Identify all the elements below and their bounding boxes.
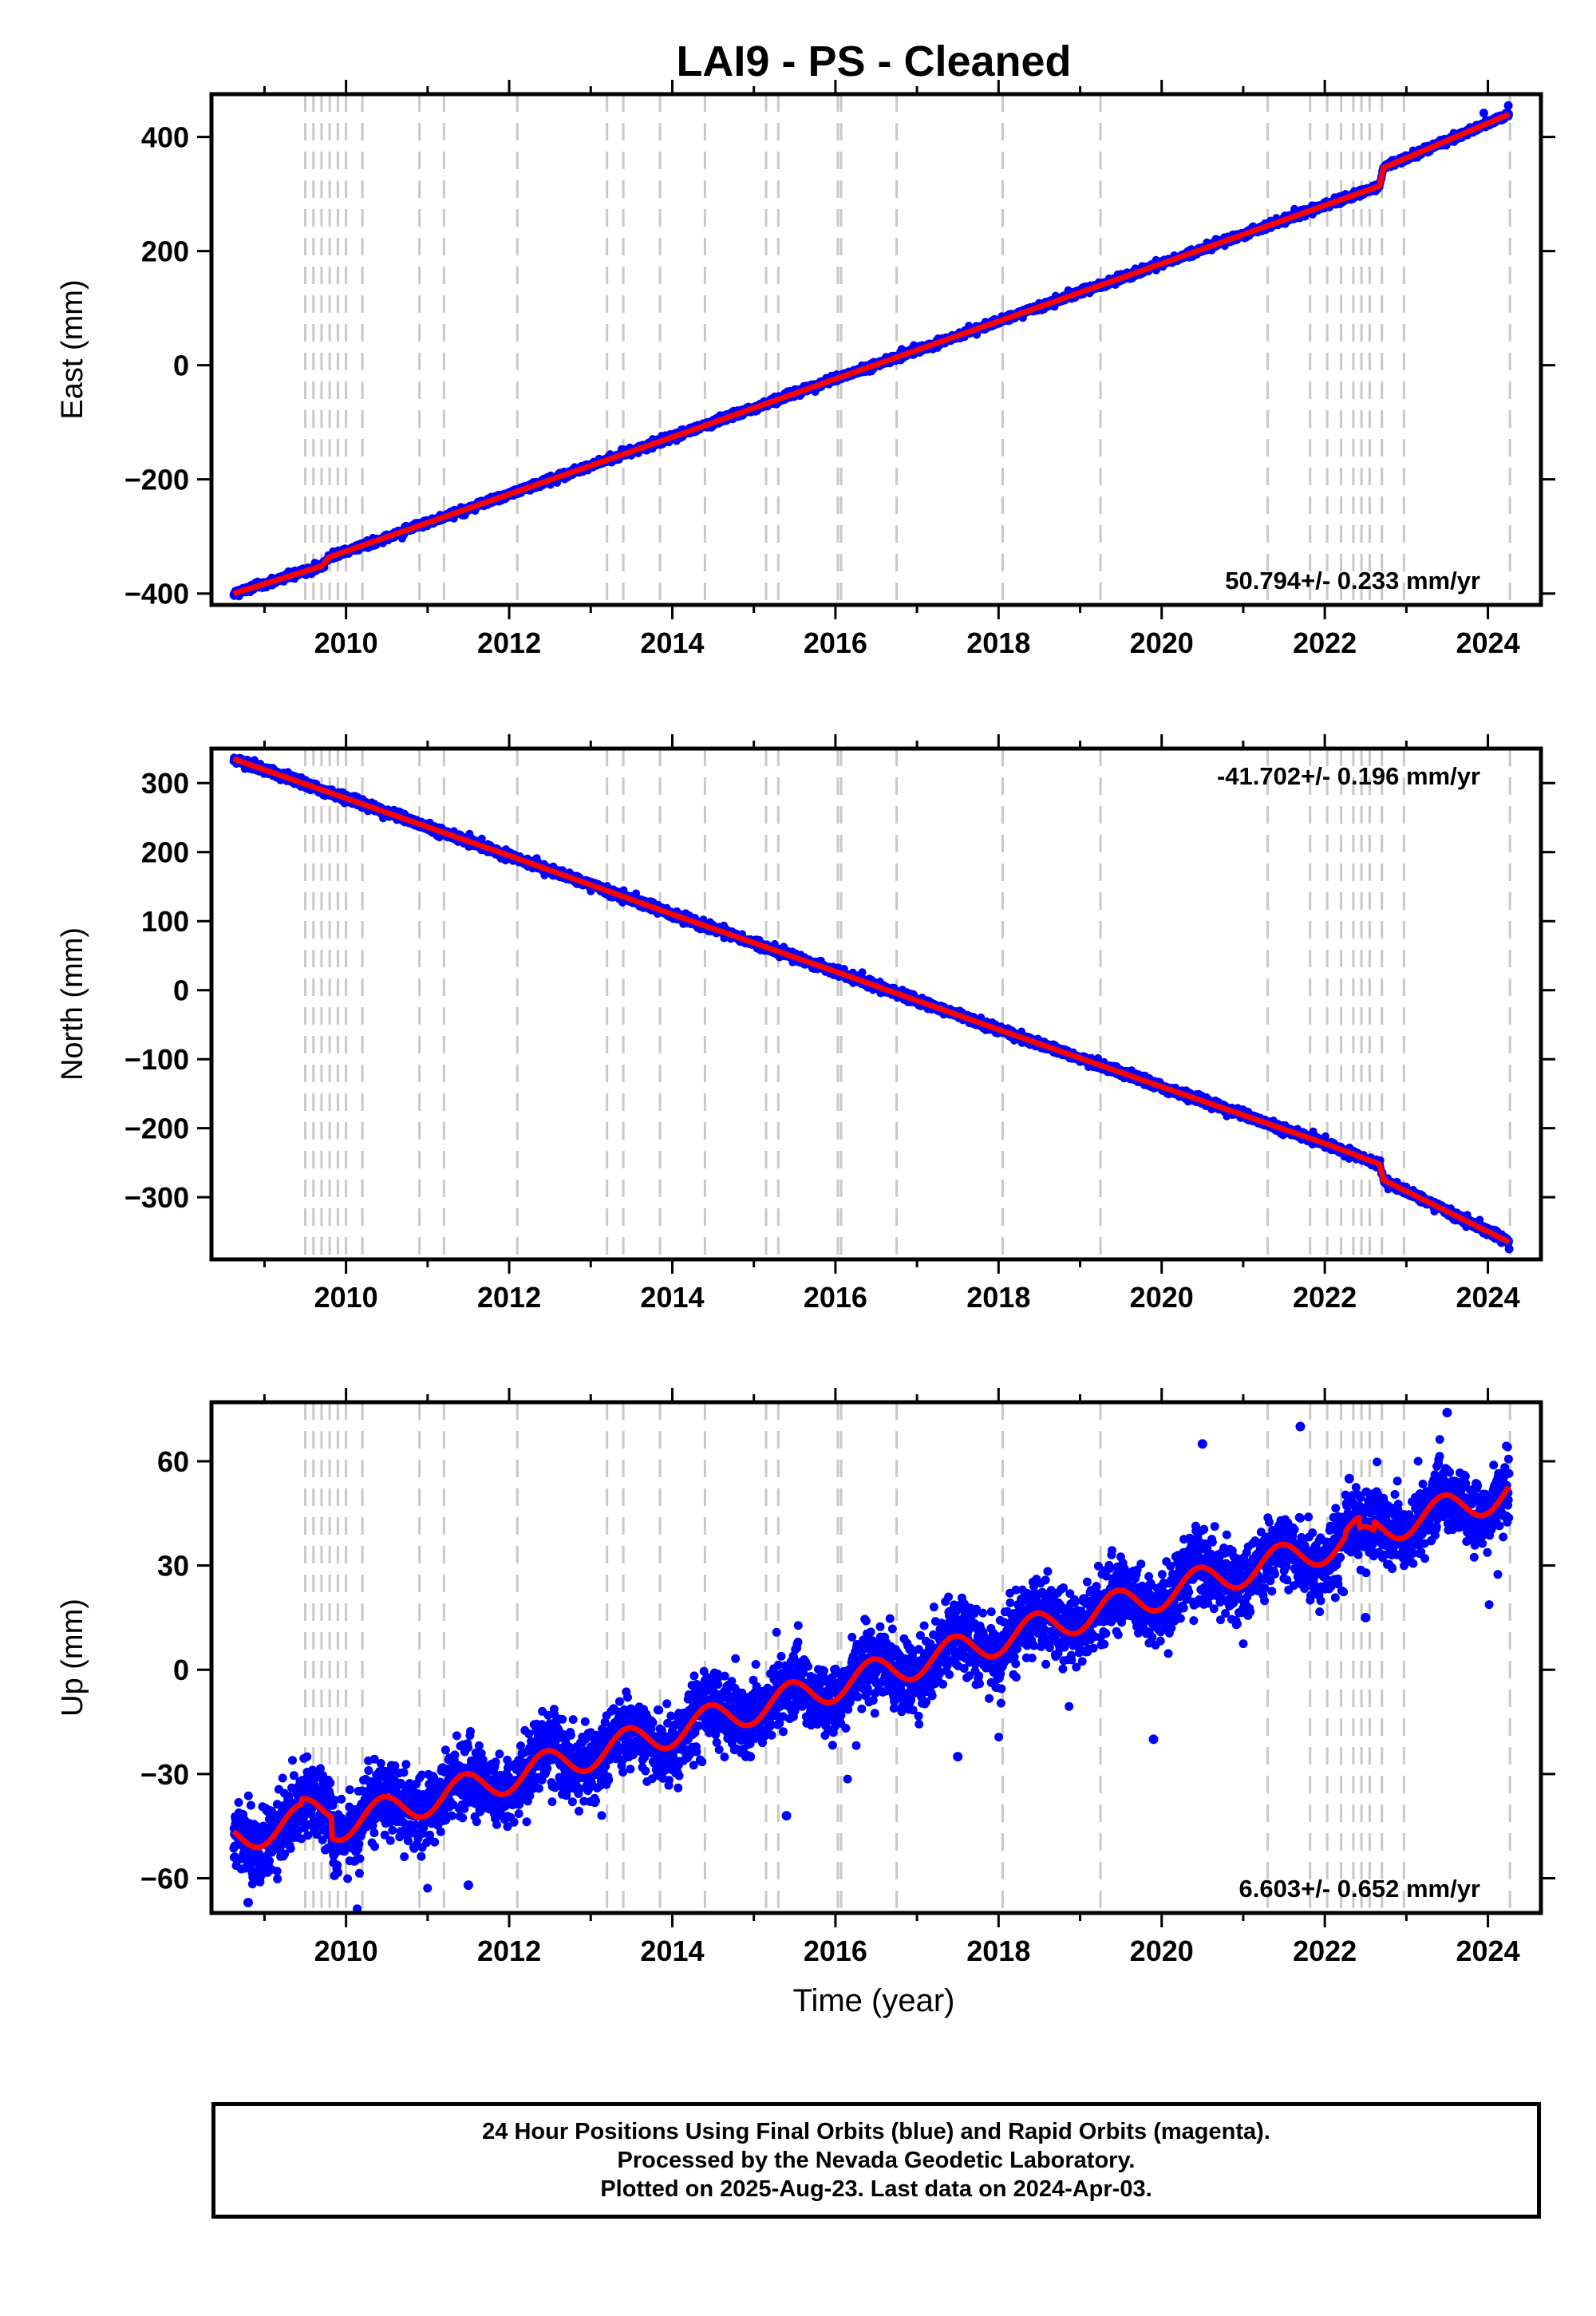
panels-group: 2010 2012 2014 2016 2018 2020 2022 2024−400−200… [56,80,1555,1967]
panel-east: 2010 2012 2014 2016 2018 2020 2022 2024−400−200… [56,80,1555,659]
plot-area [229,101,1513,601]
chart-title: LAI9 - PS - Cleaned [676,38,1071,85]
